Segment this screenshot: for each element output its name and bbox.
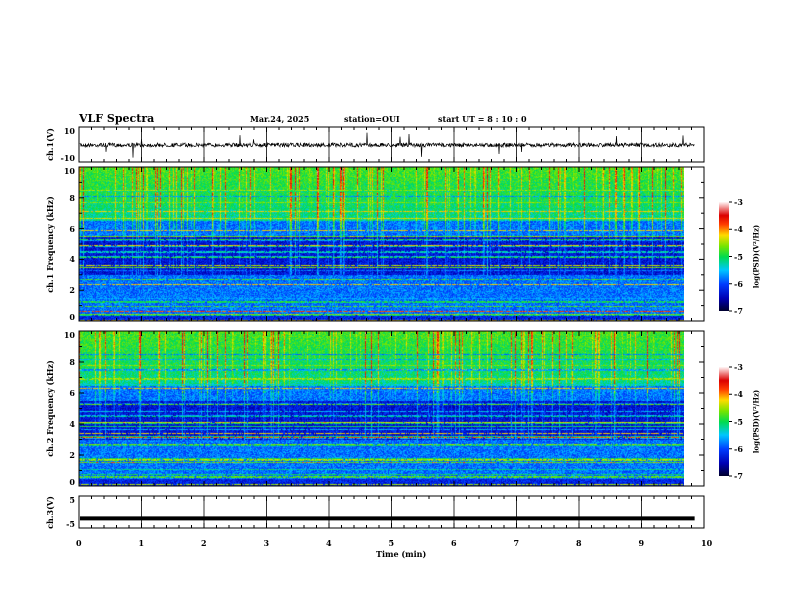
y-axis-label-4: ch.3(V) xyxy=(44,495,55,529)
colorbar-tick-label: -3 xyxy=(734,197,743,207)
y-tick-label: 8 xyxy=(69,192,75,203)
x-tick-label: 9 xyxy=(638,538,645,548)
colorbar-tick-label: -7 xyxy=(734,306,743,316)
x-tick-label: 10 xyxy=(701,538,713,548)
y-tick-label: 4 xyxy=(69,419,75,429)
x-tick-label: 4 xyxy=(326,538,332,548)
station-label: station=OUI xyxy=(344,114,400,124)
y-tick-label: 0 xyxy=(69,477,75,487)
x-tick-label: 3 xyxy=(263,538,270,548)
colorbar-tick-label: -3 xyxy=(734,362,743,372)
panel-frame-3 xyxy=(78,330,705,487)
y-tick-label: 2 xyxy=(69,285,75,296)
panel-frame-2 xyxy=(78,166,705,322)
colorbar-label: log(PSD)(V²/Hz) xyxy=(751,224,761,288)
colorbar-tick-label: -6 xyxy=(734,278,743,289)
x-tick-label: 5 xyxy=(388,538,395,548)
date-label: Mar.24, 2025 xyxy=(250,114,310,124)
ch1-waveform-line xyxy=(79,132,695,158)
y-axis-label-2: ch.1 Frequency (kHz) xyxy=(44,195,55,293)
y-axis-label-1: ch.1(V) xyxy=(44,128,55,161)
y-tick-label: 5 xyxy=(69,495,75,505)
y-tick-label: -10 xyxy=(60,153,75,163)
y-tick-label: 0 xyxy=(69,312,75,322)
y-tick-label: 6 xyxy=(69,388,75,398)
x-tick-label: 0 xyxy=(76,538,82,548)
ch1-spectrogram xyxy=(79,167,684,321)
x-tick-label: 6 xyxy=(451,538,457,548)
colorbar-tick-label: -5 xyxy=(734,416,743,427)
colorbar-tick-label: -5 xyxy=(734,251,743,262)
x-tick-label: 2 xyxy=(201,538,207,548)
x-tick-label: 7 xyxy=(513,538,520,548)
start-time-label: start UT = 8 : 10 : 0 xyxy=(438,114,527,124)
y-tick-label: 6 xyxy=(69,223,75,234)
colorbar-label: log(PSD)(V²/Hz) xyxy=(751,389,761,453)
y-tick-label: 10 xyxy=(63,126,75,136)
x-axis-label: Time (min) xyxy=(376,549,427,559)
y-tick-label: 10 xyxy=(63,330,75,340)
colorbar-tick-label: -4 xyxy=(734,224,743,235)
colorbar-tick-label: -7 xyxy=(734,471,743,481)
ch2-spectrogram xyxy=(79,331,684,486)
ch1-colorbar xyxy=(719,202,729,311)
y-tick-label: 10 xyxy=(63,166,75,176)
plot-title: VLF Spectra xyxy=(79,112,155,125)
colorbar-tick-label: -4 xyxy=(734,389,743,400)
y-tick-label: 2 xyxy=(69,450,75,460)
y-axis-label-3: ch.2 Frequency (kHz) xyxy=(44,360,55,457)
ch2-colorbar xyxy=(719,367,729,476)
colorbar-tick-label: -6 xyxy=(734,443,743,454)
y-tick-label: 8 xyxy=(69,357,75,367)
y-tick-label: -5 xyxy=(66,519,75,529)
x-tick-label: 8 xyxy=(576,538,582,548)
y-tick-label: 4 xyxy=(69,254,75,265)
x-tick-label: 1 xyxy=(138,538,145,548)
